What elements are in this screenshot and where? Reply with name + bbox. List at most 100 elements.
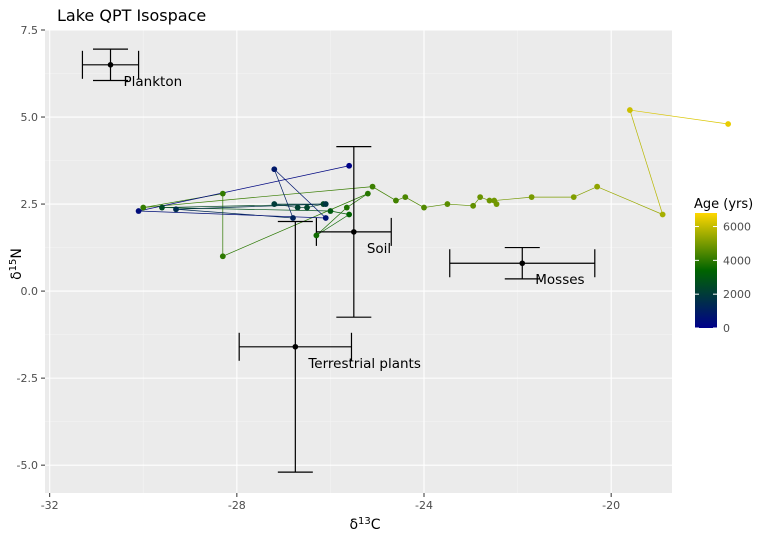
trajectory-segment (405, 196, 425, 208)
trajectory-point (444, 201, 451, 207)
trajectory-segment (423, 203, 448, 208)
trajectory-point (159, 204, 165, 211)
trajectory-segment (273, 169, 294, 219)
trajectory-point (477, 194, 484, 200)
y-tick-label: 7.5 (21, 24, 39, 37)
trajectory-point (271, 166, 278, 173)
source-label-plankton: Plankton (124, 74, 183, 90)
trajectory-segment (372, 186, 397, 201)
trajectory-point (304, 204, 310, 211)
y-axis-title-delta: δ (9, 271, 25, 280)
trajectory-segment (629, 109, 729, 125)
trajectory-segment (494, 196, 532, 201)
trajectory-segment (161, 207, 331, 212)
x-axis-title-rest: C (371, 517, 381, 533)
chart-title: Lake QPT Isospace (57, 6, 206, 25)
legend-colorbar (695, 213, 717, 328)
legend-tick-label: 4000 (723, 254, 751, 267)
x-tick-label: -32 (41, 499, 59, 512)
trajectory-point (294, 204, 301, 211)
trajectory-point (327, 208, 334, 214)
trajectory-segment (274, 203, 298, 208)
trajectory-point (219, 253, 226, 260)
y-tick-label: -5.0 (17, 459, 38, 472)
trajectory-segment (316, 207, 348, 236)
trajectory-point (346, 162, 353, 169)
trajectory-point (290, 215, 296, 221)
y-axis-ticks: -5.0 -2.5 0.0 2.5 5.0 7.5 (17, 24, 45, 472)
trajectory-point (570, 194, 577, 200)
trajectory-segment (274, 168, 326, 219)
legend: Age (yrs) 0 2000 4000 6000 (694, 197, 753, 335)
plot-panel (45, 30, 672, 493)
x-axis-title-delta: δ (349, 517, 358, 533)
trajectory-point (393, 197, 399, 204)
trajectory-point (364, 190, 371, 197)
y-axis-title: δ15N (8, 248, 26, 280)
trajectory-segment (346, 193, 369, 208)
source-errorbars (81, 48, 596, 473)
source-label-mosses: Mosses (535, 272, 584, 288)
trajectory-points (135, 107, 732, 260)
trajectory-segment (573, 186, 598, 198)
trajectory-point (421, 204, 427, 211)
y-tick-label: -2.5 (17, 372, 38, 385)
trajectory-segment (143, 186, 373, 208)
y-tick-label: 2.5 (21, 198, 39, 211)
source-mosses (449, 246, 596, 280)
x-axis-title-sup: 13 (358, 516, 371, 527)
trajectory-point (493, 201, 500, 207)
source-mean-point (292, 343, 299, 350)
x-axis-title: δ13C (349, 516, 380, 534)
trajectory-point (486, 197, 493, 204)
trajectory-point (135, 208, 142, 214)
trajectory-point (322, 215, 329, 221)
source-soil (315, 146, 392, 318)
trajectory-point (346, 211, 353, 218)
source-mean-point (107, 62, 114, 68)
trajectory-point (626, 107, 633, 113)
trajectory-point (470, 202, 477, 209)
trajectory-point (369, 183, 376, 190)
x-tick-label: -24 (415, 499, 433, 512)
trajectory-segment (629, 109, 663, 215)
source-labels: Plankton Soil Mosses Terrestrial plants (124, 74, 585, 372)
source-mean-point (351, 229, 357, 235)
trajectory-segment (138, 165, 350, 212)
y-axis-title-rest: N (9, 248, 25, 258)
source-terrestrial-plants (238, 220, 353, 473)
trajectory-point (219, 190, 226, 197)
source-plankton (81, 48, 140, 82)
legend-title: Age (yrs) (694, 197, 753, 212)
grid-minor (45, 30, 672, 493)
trajectory-point (594, 183, 601, 190)
trajectory-point (659, 211, 666, 218)
source-mean-point (519, 260, 526, 267)
trajectory-point (725, 121, 732, 127)
x-axis-ticks: -32 -28 -24 -20 (41, 493, 620, 512)
x-tick-label: -28 (228, 499, 246, 512)
trajectory-point (173, 206, 179, 213)
legend-tick-label: 6000 (723, 221, 751, 234)
trajectory-segment (596, 186, 663, 215)
source-label-soil: Soil (367, 241, 391, 257)
trajectory-point (343, 204, 350, 211)
y-axis-title-sup: 15 (8, 259, 19, 272)
legend-ticks: 0 2000 4000 6000 (695, 221, 751, 335)
trajectory-point (322, 201, 329, 207)
trajectory-point (402, 194, 409, 200)
trajectory-segment (176, 203, 326, 210)
trajectory-point (140, 204, 147, 211)
y-tick-label: 5.0 (21, 111, 39, 124)
legend-tick-label: 2000 (723, 288, 751, 301)
trajectory-point (313, 232, 320, 239)
grid-major (45, 29, 672, 493)
x-tick-label: -20 (602, 499, 620, 512)
trajectory-segment (175, 208, 294, 219)
source-label-terrestrial-plants: Terrestrial plants (307, 356, 421, 372)
trajectory-segment (330, 210, 350, 215)
legend-tick-label: 0 (723, 322, 730, 335)
trajectory-segment (447, 203, 474, 207)
trajectory-point (271, 201, 278, 207)
